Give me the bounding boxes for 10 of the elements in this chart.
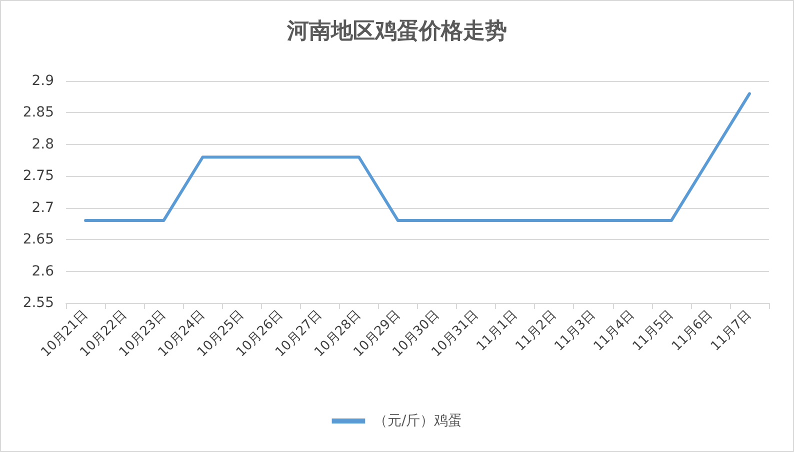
y-tick-label: 2.75 bbox=[22, 168, 54, 184]
y-tick-label: 2.65 bbox=[22, 232, 54, 248]
y-tick-label: 2.6 bbox=[32, 263, 54, 280]
y-tick-label: 2.85 bbox=[22, 104, 54, 121]
chart-title: 河南地区鸡蛋价格走势 bbox=[286, 18, 507, 44]
y-tick-label: 2.7 bbox=[32, 200, 54, 216]
y-tick-label: 2.8 bbox=[32, 136, 54, 152]
legend-label: （元/斤）鸡蛋 bbox=[373, 413, 462, 429]
y-tick-label: 2.55 bbox=[22, 295, 54, 311]
y-tick-label: 2.9 bbox=[32, 73, 54, 89]
